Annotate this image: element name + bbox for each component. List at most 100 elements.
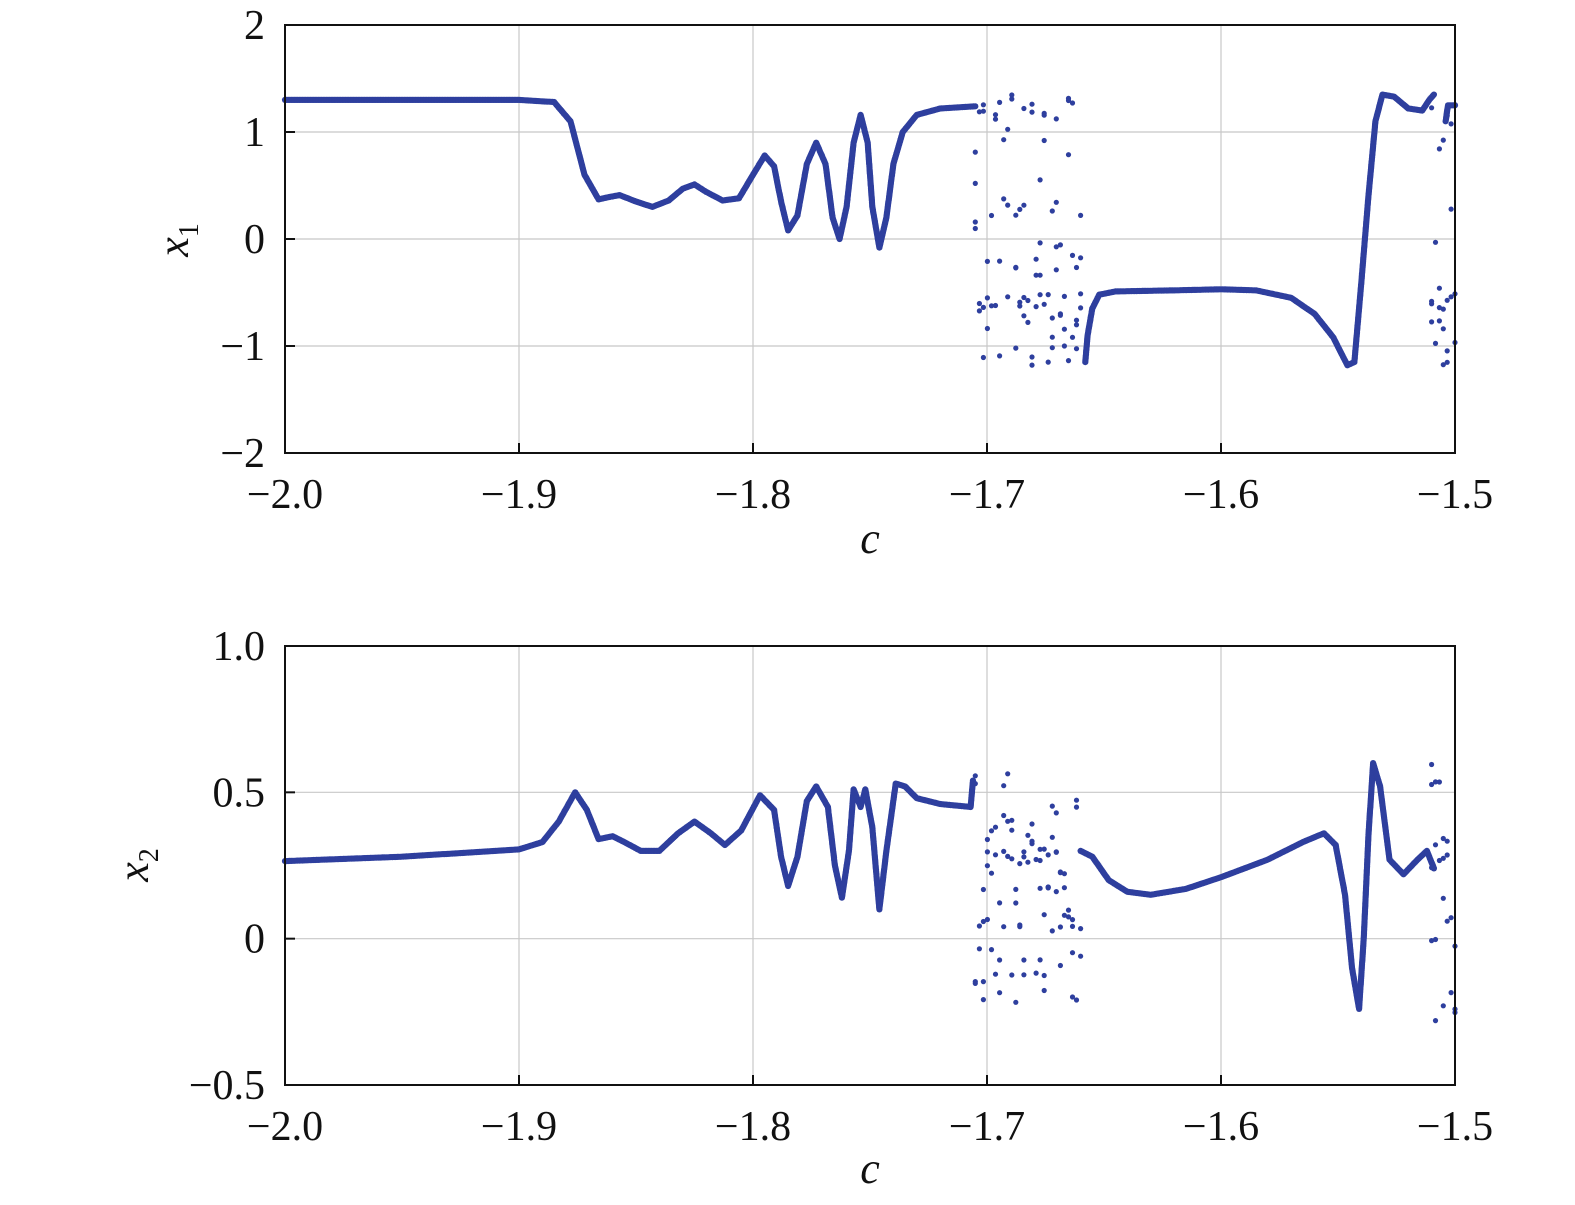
data-point <box>1069 100 1076 106</box>
data-point <box>1041 912 1047 918</box>
data-point <box>1021 294 1027 301</box>
data-point <box>1069 334 1076 340</box>
data-point <box>992 971 999 977</box>
data-point <box>997 990 1003 996</box>
data-point <box>1045 359 1051 365</box>
data-point <box>976 308 983 314</box>
data-point <box>1073 322 1080 328</box>
data-point <box>980 102 987 108</box>
data-point <box>1025 297 1031 304</box>
data-point <box>1037 272 1043 278</box>
data-point <box>1061 871 1067 877</box>
data-point <box>1057 870 1063 876</box>
data-point <box>1448 206 1454 212</box>
data-point <box>988 870 995 876</box>
data-point <box>984 325 991 332</box>
data-point <box>1021 105 1027 112</box>
data-point <box>1049 928 1055 934</box>
data-point <box>1429 319 1435 325</box>
data-point <box>1037 292 1043 298</box>
data-point <box>1021 313 1027 319</box>
data-point <box>1017 303 1023 309</box>
data-point <box>1001 924 1007 930</box>
data-point <box>1041 110 1047 116</box>
data-point <box>1440 326 1446 332</box>
data-point <box>1432 239 1439 245</box>
data-point <box>1448 990 1454 996</box>
x-tick-label: −1.8 <box>715 472 791 518</box>
data-point <box>972 225 978 232</box>
data-point <box>1078 212 1084 218</box>
data-point <box>1053 116 1059 122</box>
data-point <box>1021 202 1027 208</box>
data-point <box>1073 317 1080 323</box>
data-point <box>1053 244 1059 250</box>
data-point <box>976 300 983 307</box>
data-point <box>1057 962 1063 969</box>
data-point <box>1432 936 1439 943</box>
data-point <box>980 354 987 361</box>
data-point <box>1061 293 1067 299</box>
x-tick-label: −1.5 <box>1417 1104 1493 1150</box>
data-point <box>984 295 991 301</box>
data-point <box>1440 835 1446 842</box>
data-point <box>1029 821 1035 827</box>
data-point <box>1065 152 1072 158</box>
x-axis-label: c <box>860 514 880 563</box>
x-tick-label: −1.7 <box>949 472 1025 518</box>
data-point <box>992 852 999 858</box>
data-point <box>1029 109 1035 115</box>
data-point <box>1017 924 1023 930</box>
data-point <box>1045 885 1051 891</box>
data-point <box>1440 362 1446 368</box>
x-axis-label: c <box>860 1144 880 1193</box>
data-point <box>1065 358 1072 364</box>
data-point <box>1037 885 1043 891</box>
data-point <box>972 979 978 985</box>
data-point <box>1073 997 1080 1003</box>
data-point <box>992 302 999 309</box>
data-point <box>1009 827 1015 833</box>
data-point <box>997 900 1003 906</box>
data-point <box>1049 334 1055 340</box>
data-point <box>1017 299 1023 305</box>
data-point <box>1009 856 1015 862</box>
data-point <box>1021 854 1027 860</box>
data-point <box>1429 105 1435 111</box>
y-tick-label: 2 <box>244 3 265 49</box>
data-point <box>1053 810 1059 816</box>
grid-lines <box>285 646 1455 1085</box>
data-point <box>1045 852 1051 858</box>
data-point <box>1041 301 1047 307</box>
y-tick-label: 1.0 <box>213 624 266 670</box>
data-point <box>988 212 995 219</box>
data-point <box>1061 885 1067 891</box>
data-point <box>1440 1003 1446 1009</box>
x-tick-label: −1.9 <box>481 472 557 518</box>
data-point <box>1069 252 1076 258</box>
data-point <box>1429 298 1435 304</box>
data-point <box>980 979 987 985</box>
data-point <box>1009 972 1015 978</box>
data-point <box>1430 91 1438 98</box>
data-point <box>1021 957 1027 963</box>
data-point <box>1065 95 1072 101</box>
data-point <box>984 849 991 855</box>
data-point <box>1005 818 1011 824</box>
data-point <box>1053 199 1059 205</box>
data-point <box>1029 838 1035 844</box>
data-point <box>1001 812 1007 819</box>
data-point <box>1041 987 1047 994</box>
x-tick-label: −1.7 <box>949 1104 1025 1150</box>
data-point <box>1061 343 1067 349</box>
data-point <box>1033 856 1039 863</box>
data-point <box>1041 137 1047 144</box>
y-tick-label: 0.5 <box>213 770 266 816</box>
data-point <box>1448 121 1454 127</box>
data-point <box>1037 177 1043 183</box>
grid-lines <box>285 25 1455 453</box>
data-point <box>1073 346 1080 352</box>
data-point <box>1013 900 1019 906</box>
axes-box <box>284 645 1456 1086</box>
data-point <box>1440 855 1446 861</box>
